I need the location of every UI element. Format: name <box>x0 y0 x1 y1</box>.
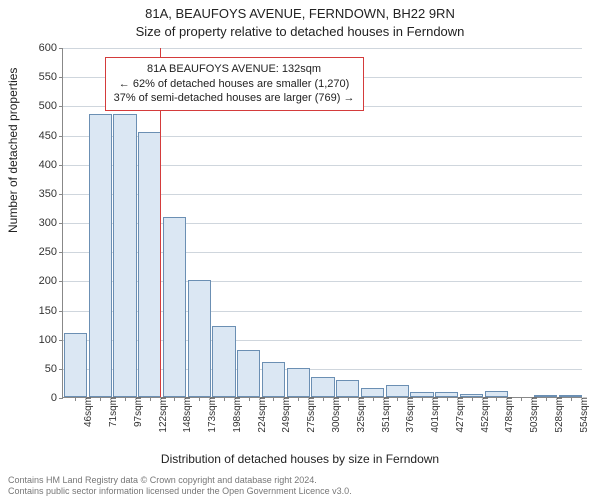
chart-title-line2: Size of property relative to detached ho… <box>0 24 600 39</box>
ytick-label: 550 <box>39 71 63 83</box>
histogram-bar <box>287 368 310 397</box>
xtick-mark <box>249 397 250 401</box>
histogram-bar <box>89 114 112 397</box>
annotation-box: 81A BEAUFOYS AVENUE: 132sqm← 62% of deta… <box>105 57 364 112</box>
histogram-bar <box>262 362 285 397</box>
ytick-label: 100 <box>39 334 63 346</box>
ytick-label: 300 <box>39 217 63 229</box>
histogram-bar <box>212 326 235 397</box>
xtick-label: 325sqm <box>352 397 367 433</box>
xtick-mark <box>224 397 225 401</box>
xtick-mark <box>348 397 349 401</box>
xtick-label: 198sqm <box>228 397 243 433</box>
xtick-label: 401sqm <box>426 397 441 433</box>
x-axis-label: Distribution of detached houses by size … <box>0 452 600 466</box>
chart-title-line1: 81A, BEAUFOYS AVENUE, FERNDOWN, BH22 9RN <box>0 6 600 21</box>
xtick-mark <box>397 397 398 401</box>
xtick-mark <box>273 397 274 401</box>
annotation-line: 81A BEAUFOYS AVENUE: 132sqm <box>114 62 355 77</box>
gridline-h <box>63 48 582 49</box>
xtick-mark <box>496 397 497 401</box>
xtick-mark <box>100 397 101 401</box>
xtick-mark <box>298 397 299 401</box>
ytick-label: 200 <box>39 275 63 287</box>
annotation-line: ← 62% of detached houses are smaller (1,… <box>114 77 355 92</box>
xtick-mark <box>521 397 522 401</box>
xtick-mark <box>174 397 175 401</box>
xtick-label: 148sqm <box>178 397 193 433</box>
xtick-mark <box>546 397 547 401</box>
xtick-mark <box>472 397 473 401</box>
ytick-label: 450 <box>39 130 63 142</box>
xtick-mark <box>150 397 151 401</box>
ytick-label: 150 <box>39 305 63 317</box>
xtick-mark <box>75 397 76 401</box>
ytick-label: 0 <box>51 392 63 404</box>
xtick-label: 46sqm <box>79 397 94 427</box>
xtick-label: 97sqm <box>129 397 144 427</box>
xtick-label: 528sqm <box>550 397 565 433</box>
xtick-label: 224sqm <box>253 397 268 433</box>
xtick-mark <box>373 397 374 401</box>
annotation-line: 37% of semi-detached houses are larger (… <box>114 91 355 106</box>
xtick-label: 554sqm <box>575 397 590 433</box>
xtick-label: 71sqm <box>104 397 119 427</box>
xtick-label: 300sqm <box>327 397 342 433</box>
histogram-bar <box>336 380 359 398</box>
xtick-label: 173sqm <box>203 397 218 433</box>
xtick-label: 249sqm <box>277 397 292 433</box>
ytick-label: 600 <box>39 42 63 54</box>
histogram-bar <box>361 388 384 397</box>
xtick-label: 452sqm <box>476 397 491 433</box>
y-axis-label: Number of detached properties <box>6 68 20 233</box>
xtick-label: 351sqm <box>377 397 392 433</box>
xtick-label: 376sqm <box>401 397 416 433</box>
ytick-label: 250 <box>39 246 63 258</box>
histogram-bar <box>163 217 186 397</box>
xtick-mark <box>125 397 126 401</box>
histogram-bar <box>113 114 136 397</box>
attribution-footer: Contains HM Land Registry data © Crown c… <box>8 475 352 498</box>
xtick-mark <box>447 397 448 401</box>
histogram-bar <box>188 280 211 397</box>
ytick-label: 350 <box>39 188 63 200</box>
xtick-label: 503sqm <box>525 397 540 433</box>
footer-line2: Contains public sector information licen… <box>8 486 352 498</box>
ytick-label: 50 <box>45 363 63 375</box>
histogram-bar <box>311 377 334 397</box>
xtick-label: 122sqm <box>154 397 169 433</box>
xtick-mark <box>422 397 423 401</box>
histogram-bar <box>138 132 161 397</box>
xtick-mark <box>199 397 200 401</box>
xtick-label: 275sqm <box>302 397 317 433</box>
histogram-bar <box>386 385 409 397</box>
ytick-label: 400 <box>39 159 63 171</box>
histogram-bar <box>64 333 87 397</box>
xtick-label: 478sqm <box>500 397 515 433</box>
ytick-label: 500 <box>39 100 63 112</box>
xtick-label: 427sqm <box>451 397 466 433</box>
footer-line1: Contains HM Land Registry data © Crown c… <box>8 475 352 487</box>
xtick-mark <box>323 397 324 401</box>
histogram-plot-area: 05010015020025030035040045050055060046sq… <box>62 48 582 398</box>
xtick-mark <box>571 397 572 401</box>
histogram-bar <box>237 350 260 397</box>
